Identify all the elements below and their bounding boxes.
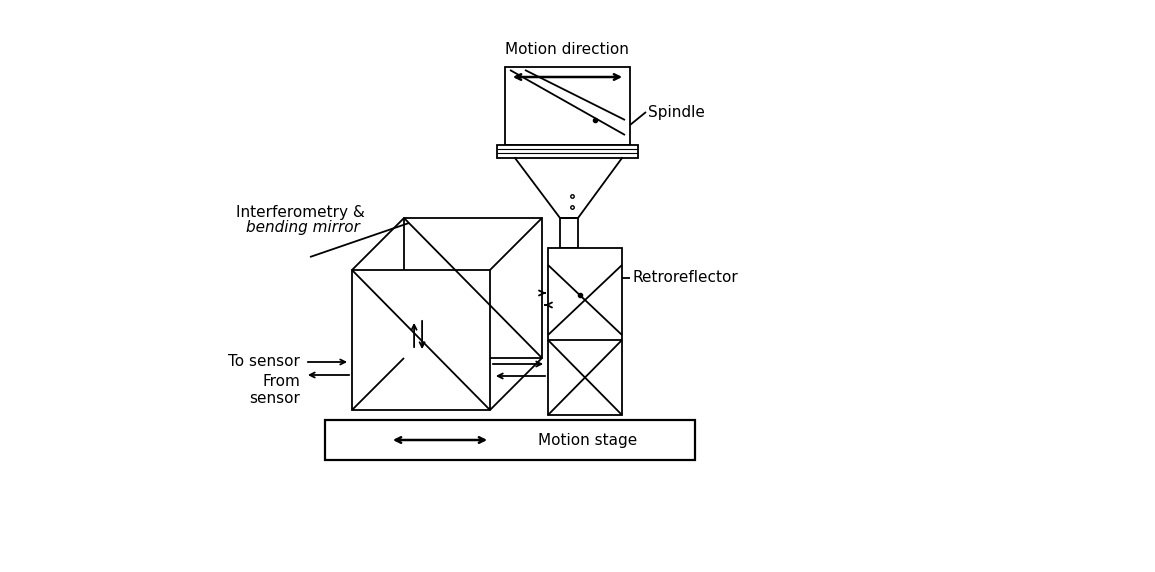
Text: From
sensor: From sensor [249,374,300,406]
Text: Motion direction: Motion direction [505,42,629,57]
Text: Spindle: Spindle [648,105,705,120]
Bar [505,67,629,145]
Bar [547,248,623,415]
Bar [560,218,578,248]
Bar [497,145,638,158]
Text: Motion stage: Motion stage [538,432,638,447]
Bar [325,420,695,460]
Bar [352,270,490,410]
Text: To sensor: To sensor [229,355,300,370]
Text: Retroreflector: Retroreflector [632,271,738,285]
Bar [404,218,542,358]
Text: bending mirror: bending mirror [246,220,360,235]
Text: Interferometry &: Interferometry & [236,205,365,220]
